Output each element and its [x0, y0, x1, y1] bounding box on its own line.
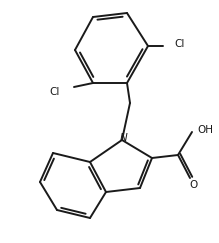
- Text: Cl: Cl: [174, 39, 184, 49]
- Text: OH: OH: [197, 125, 213, 135]
- Text: O: O: [189, 180, 197, 190]
- Text: N: N: [120, 133, 128, 143]
- Text: Cl: Cl: [50, 87, 60, 97]
